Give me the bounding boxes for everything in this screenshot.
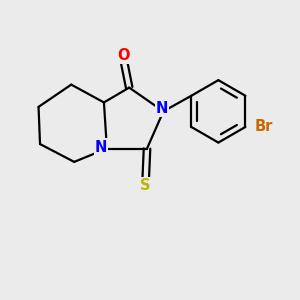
Text: S: S [140, 178, 151, 193]
Text: N: N [156, 101, 168, 116]
Text: O: O [117, 48, 130, 63]
Text: Br: Br [255, 119, 273, 134]
Text: N: N [95, 140, 107, 154]
